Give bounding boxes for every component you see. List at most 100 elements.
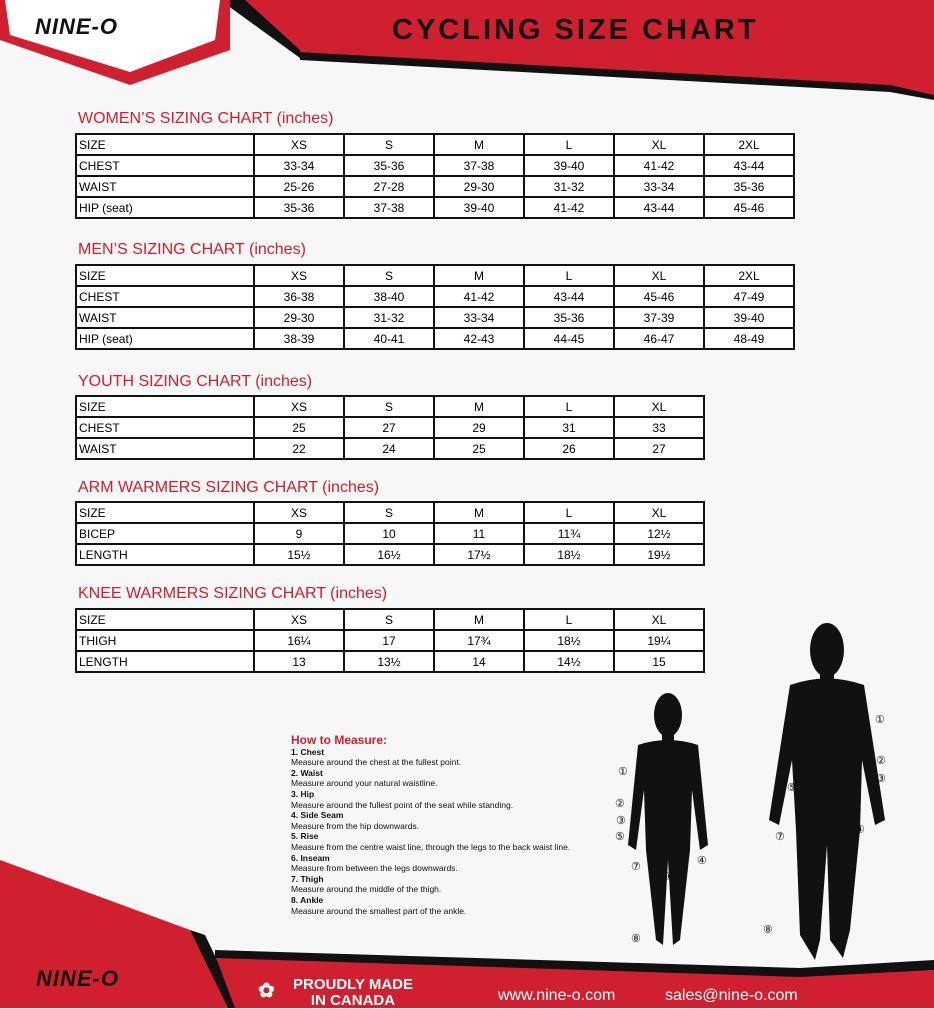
measure-marker: ⑧ — [631, 933, 641, 945]
measure-marker: ⑤ — [615, 831, 625, 843]
table-header-row: SIZE XS S M L XL — [75, 501, 705, 524]
table-cell: 13 — [253, 650, 345, 673]
table-cell: 2XL — [703, 133, 795, 156]
measure-marker: ② — [615, 798, 625, 810]
table-cell: 35-36 — [523, 306, 615, 329]
table-row: LENGTH 15½ 16½ 17½ 18½ 19½ — [75, 543, 705, 566]
table-row: WAIST 29-30 31-32 33-34 35-36 37-39 39-40 — [75, 306, 795, 329]
table-cell: 35-36 — [343, 154, 435, 177]
table-cell: 18½ — [523, 629, 615, 652]
table-cell: WAIST — [75, 437, 255, 460]
table-cell: L — [523, 264, 615, 287]
table-cell: 46-47 — [613, 327, 705, 350]
table-cell: 19½ — [613, 543, 705, 566]
table-cell: M — [433, 133, 525, 156]
table-cell: SIZE — [75, 133, 255, 156]
measure-marker: ⑦ — [631, 861, 641, 873]
table-cell: S — [343, 501, 435, 524]
table-cell: CHEST — [75, 285, 255, 308]
measure-item-text: Measure from the centre waist line, thro… — [291, 841, 571, 852]
measure-marker: ③ — [876, 773, 886, 785]
table-header-row: SIZE XS S M L XL — [75, 395, 705, 418]
table-cell: 41-42 — [433, 285, 525, 308]
table-cell: SIZE — [75, 501, 255, 524]
table-cell: 41-42 — [523, 196, 615, 219]
table-cell: L — [523, 133, 615, 156]
table-cell: 33-34 — [433, 306, 525, 329]
table-cell: HIP (seat) — [75, 196, 255, 219]
table-cell: 9 — [253, 522, 345, 545]
measure-marker: ⑦ — [775, 831, 785, 843]
table-cell: CHEST — [75, 154, 255, 177]
table-row: BICEP 9 10 11 11¾ 12½ — [75, 522, 705, 545]
table-cell: 18½ — [523, 543, 615, 566]
table-cell: 27 — [343, 416, 435, 439]
measure-item: 1. Chest Measure around the chest at the … — [291, 747, 570, 768]
table-cell: M — [433, 395, 525, 418]
table-title: WOMEN’S SIZING CHART (inches) — [78, 110, 334, 127]
sizing-table: SIZE XS S M L XL BICEP 9 10 11 11¾ 12½ LENGTH 15½ 16½ 1… — [75, 501, 705, 566]
table-cell: 37-39 — [613, 306, 705, 329]
email-link[interactable]: sales@nine-o.com — [665, 987, 798, 1004]
table-cell: THIGH — [75, 629, 255, 652]
table-cell: XS — [253, 501, 345, 524]
table-cell: 37-38 — [433, 154, 525, 177]
table-cell: XL — [613, 395, 705, 418]
table-cell: 40-41 — [343, 327, 435, 350]
table-row: LENGTH 13 13½ 14 14½ 15 — [75, 650, 705, 673]
table-cell: WAIST — [75, 306, 255, 329]
table-cell: 26 — [523, 437, 615, 460]
table-row: HIP (seat) 38-39 40-41 42-43 44-45 46-47 48-49 — [75, 327, 795, 350]
table-cell: 25 — [433, 437, 525, 460]
table-cell: 39-40 — [433, 196, 525, 219]
table-cell: XL — [613, 133, 705, 156]
measure-item-text: Measure around the chest at the fullest … — [291, 757, 462, 768]
table-cell: XS — [253, 395, 345, 418]
header-logo: NINE-O — [35, 14, 118, 39]
table-cell: 39-40 — [523, 154, 615, 177]
measure-item: 3. Hip Measure around the fullest point o… — [291, 789, 570, 810]
page-title: CYCLING SIZE CHART — [392, 14, 759, 46]
table-cell: 33 — [613, 416, 705, 439]
table-cell: 10 — [343, 522, 435, 545]
table-cell: S — [343, 395, 435, 418]
table-cell: 12½ — [613, 522, 705, 545]
table-cell: 48-49 — [703, 327, 795, 350]
measure-item-text: Measure around the fullest point of the … — [291, 799, 514, 810]
measure-item-text: Measure from the hip downwards. — [291, 820, 420, 831]
measure-marker: ⑧ — [763, 924, 773, 936]
table-cell: 38-39 — [253, 327, 345, 350]
table-cell: 29-30 — [253, 306, 345, 329]
table-cell: 29-30 — [433, 175, 525, 198]
table-cell: 35-36 — [253, 196, 345, 219]
website-link[interactable]: www.nine-o.com — [498, 987, 616, 1004]
table-cell: LENGTH — [75, 543, 255, 566]
table-cell: 45-46 — [703, 196, 795, 219]
measure-item: 2. Waist Measure around your natural wais… — [291, 768, 570, 789]
measure-item-name: 1. Chest — [291, 746, 325, 757]
table-row: THIGH 16¼ 17 17¾ 18½ 19¼ — [75, 629, 705, 652]
table-cell: 27 — [613, 437, 705, 460]
table-cell: 37-38 — [343, 196, 435, 219]
table-row: CHEST 36-38 38-40 41-42 43-44 45-46 47-49 — [75, 285, 795, 308]
measure-marker: ⑥ — [819, 831, 829, 843]
table-cell: L — [523, 608, 615, 631]
table-cell: 41-42 — [613, 154, 705, 177]
table-cell: 16¼ — [253, 629, 345, 652]
table-cell: 38-40 — [343, 285, 435, 308]
sizing-table: SIZE XS S M L XL CHEST 25 27 29 31 33 WAIST 22 24 25 26 2… — [75, 395, 705, 460]
measure-item: 5. Rise Measure from the centre waist lin… — [291, 831, 570, 852]
table-cell: 33-34 — [613, 175, 705, 198]
measure-marker: ④ — [697, 855, 707, 867]
sizing-table: SIZE XS S M L XL 2XL CHEST 33-34 35-36 37-38 39-40 4… — [75, 133, 795, 219]
table-cell: CHEST — [75, 416, 255, 439]
sizing-table: SIZE XS S M L XL THIGH 16¼ 17 17¾ 18½ 19¼ LENGTH 13 13… — [75, 608, 705, 673]
measure-item-name: 5. Rise — [291, 831, 319, 842]
table-cell: XS — [253, 608, 345, 631]
table-cell: XL — [613, 608, 705, 631]
table-cell: 29 — [433, 416, 525, 439]
sizing-table: SIZE XS S M L XL 2XL CHEST 36-38 38-40 41-42 43-44 4… — [75, 264, 795, 350]
measure-item-name: 2. Waist — [291, 767, 323, 778]
table-cell: WAIST — [75, 175, 255, 198]
